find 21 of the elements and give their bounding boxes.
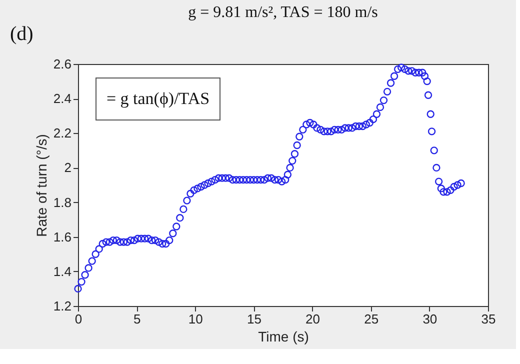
y-tick-label: 2.6 — [53, 56, 72, 72]
x-tick-label: 20 — [306, 312, 320, 326]
y-tick-label: 2.2 — [53, 126, 72, 141]
annotation: = g tan(ϕ)/TAS — [106, 89, 210, 108]
y-tick-label: 1.2 — [53, 298, 72, 314]
x-axis-title: Time (s) — [258, 328, 309, 344]
x-tick-label: 0 — [74, 312, 82, 326]
x-tick-label: 10 — [188, 312, 203, 326]
x-tick-label: 25 — [364, 312, 379, 326]
x-tick-label: 30 — [422, 312, 438, 326]
y-tick-label: 1.8 — [53, 194, 72, 210]
y-tick-label: 1.4 — [53, 264, 72, 279]
x-tick-label: 35 — [481, 312, 496, 326]
y-axis-title: Rate of turn (°/s) — [33, 134, 50, 237]
x-tick-label: 5 — [133, 312, 141, 326]
y-tick-label: 1.6 — [53, 229, 72, 244]
y-tick-label: 2 — [64, 160, 72, 176]
chart-title: g = 9.81 m/s², TAS = 180 m/s — [188, 4, 378, 21]
y-tick-label: 2.4 — [53, 91, 72, 106]
x-tick-label: 15 — [246, 312, 262, 326]
text: (d) — [10, 23, 34, 45]
